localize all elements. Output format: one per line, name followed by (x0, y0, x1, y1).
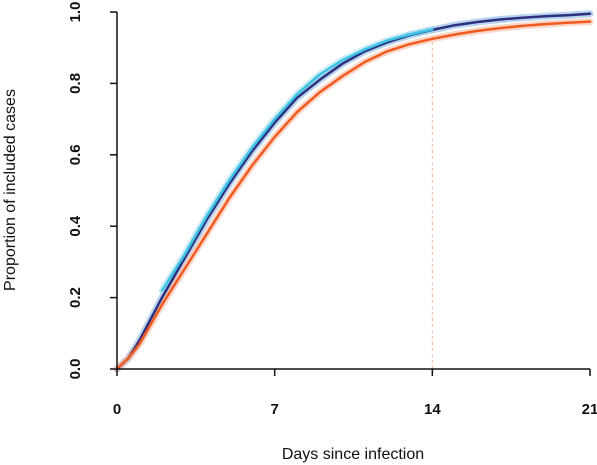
y-tick-label: 0.2 (67, 287, 84, 308)
series-band-2 (113, 18, 594, 373)
x-tick-label: 21 (582, 401, 597, 418)
x-tick-label: 7 (270, 401, 278, 418)
series-line-2 (115, 20, 592, 371)
x-tick-label: 0 (113, 401, 121, 418)
y-tick-label: 1.0 (67, 2, 84, 23)
axes (116, 12, 590, 370)
y-tick-label: 0.6 (67, 144, 84, 165)
y-tick-label: 0.4 (67, 215, 84, 237)
series-line-0 (115, 12, 592, 371)
ticks: 0 7 14 21 0.0 0.2 0.4 0.6 0.8 1.0 (67, 2, 597, 418)
x-axis-title: Days since infection (282, 446, 424, 463)
series-line-1 (160, 28, 434, 292)
x-tick-label: 14 (424, 401, 441, 418)
plot-area (113, 10, 594, 373)
y-tick-label: 0.8 (67, 73, 84, 94)
y-axis-title: Proportion of included cases (2, 89, 19, 291)
series-band-1 (158, 26, 436, 294)
y-tick-label: 0.0 (67, 359, 84, 380)
